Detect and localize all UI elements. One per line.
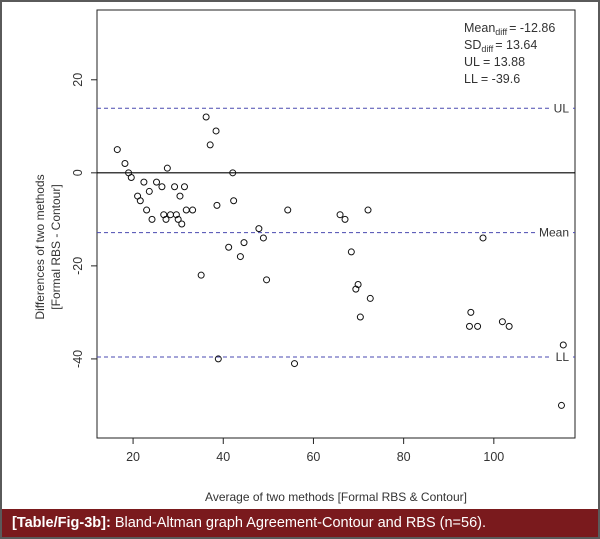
data-point	[364, 206, 372, 214]
data-point	[225, 243, 233, 251]
data-point	[341, 215, 349, 223]
data-point	[140, 178, 148, 186]
data-point	[136, 197, 144, 205]
data-point	[465, 322, 473, 330]
data-point	[212, 127, 220, 135]
data-point	[347, 248, 355, 256]
data-point	[213, 201, 221, 209]
data-point	[559, 341, 567, 349]
stat-sd-diff: SDdiff = 13.64	[464, 38, 537, 54]
caption-text: Bland-Altman graph Agreement-Contour and…	[114, 515, 487, 531]
data-point	[474, 322, 482, 330]
data-point	[178, 220, 186, 228]
x-tick-label: 100	[483, 450, 504, 464]
data-point	[505, 322, 513, 330]
data-point	[172, 211, 180, 219]
data-point	[291, 360, 299, 368]
data-point	[163, 164, 171, 172]
data-point	[143, 206, 151, 214]
data-point	[180, 183, 188, 191]
data-point	[336, 211, 344, 219]
x-tick-label: 20	[126, 450, 140, 464]
data-point	[158, 183, 166, 191]
data-point	[366, 294, 374, 302]
line-label-bg	[536, 224, 572, 240]
data-point	[113, 146, 121, 154]
data-point	[255, 225, 263, 233]
data-point	[263, 276, 271, 284]
line-label-bg	[551, 349, 572, 365]
x-axis-label: Average of two methods [Formal RBS & Con…	[205, 490, 467, 504]
data-point	[240, 239, 248, 247]
data-point	[498, 318, 506, 326]
data-point	[197, 271, 205, 279]
line-label-ll: LL	[556, 350, 570, 364]
data-point	[153, 178, 161, 186]
caption-tag: [Table/Fig-3b]:	[12, 515, 111, 531]
data-point	[467, 308, 475, 316]
data-point	[145, 187, 153, 195]
data-point	[354, 280, 362, 288]
data-point	[202, 113, 210, 121]
data-point	[182, 206, 190, 214]
data-point	[127, 173, 135, 181]
figure-caption: [Table/Fig-3b]: Bland-Altman graph Agree…	[2, 509, 598, 537]
y-tick-label: 0	[71, 169, 85, 176]
data-point	[259, 234, 267, 242]
y-axis-label-line-1: Differences of two methods	[33, 174, 47, 319]
data-point	[174, 215, 182, 223]
data-point	[189, 206, 197, 214]
data-point	[171, 183, 179, 191]
y-axis-label: Differences of two methods [Formal RBS -…	[33, 174, 63, 319]
data-point	[214, 355, 222, 363]
stats-annotation: Meandiff = -12.86 SDdiff = 13.64 UL = 13.88…	[464, 21, 555, 86]
data-point	[176, 192, 184, 200]
data-point	[230, 197, 238, 205]
y-tick-label: -20	[71, 257, 85, 275]
line-label-mean: Mean	[539, 226, 569, 240]
data-point	[121, 160, 129, 168]
data-point	[284, 206, 292, 214]
stat-ul: UL = 13.88	[464, 55, 525, 69]
line-label-ul: UL	[554, 101, 570, 115]
x-tick-label: 80	[397, 450, 411, 464]
y-axis-label-line-2: [Formal RBS - Contour]	[49, 184, 63, 309]
y-tick-label: -40	[71, 350, 85, 368]
data-point	[236, 253, 244, 261]
bland-altman-chart: 20 40 60 80 100 20 0 -20 -40 UL Mean LL Meandiff =…	[33, 9, 576, 504]
line-label-bg	[551, 100, 572, 116]
data-point	[479, 234, 487, 242]
data-point	[557, 401, 565, 409]
data-point	[162, 215, 170, 223]
x-tick-label: 60	[306, 450, 320, 464]
data-point	[148, 215, 156, 223]
x-tick-label: 40	[216, 450, 230, 464]
plot-frame	[96, 9, 576, 439]
stat-ll: LL = -39.6	[464, 72, 520, 86]
data-point	[229, 169, 237, 177]
data-point	[206, 141, 214, 149]
stat-mean-diff: Meandiff = -12.86	[464, 21, 555, 37]
data-point	[167, 211, 175, 219]
y-tick-label: 20	[71, 73, 85, 87]
data-point	[356, 313, 364, 321]
